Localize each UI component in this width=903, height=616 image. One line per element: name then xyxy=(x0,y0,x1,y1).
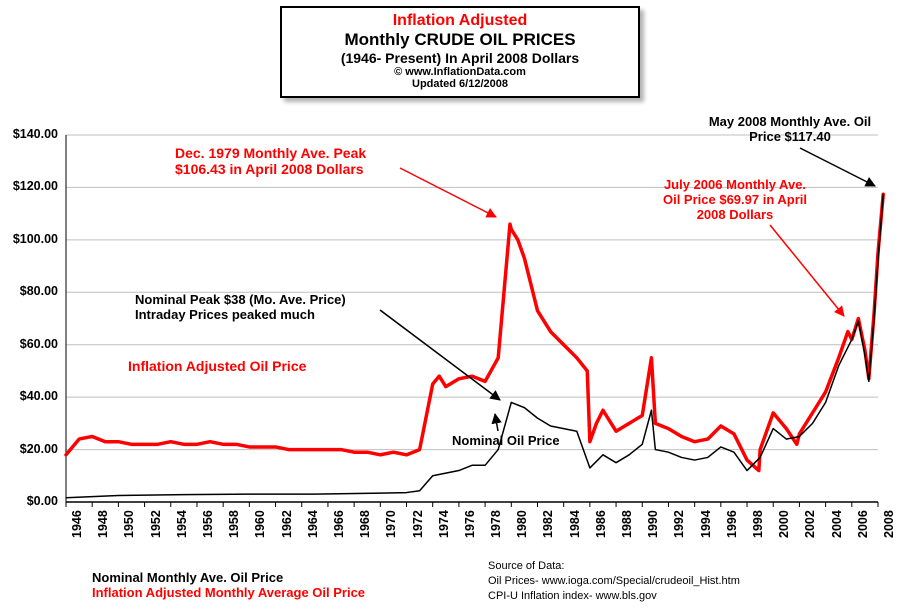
x-tick-label: 1996 xyxy=(725,510,739,538)
x-tick-label: 1954 xyxy=(175,510,189,538)
annot-inflation-label: Inflation Adjusted Oil Price xyxy=(128,358,306,374)
annot-jul2006: July 2006 Monthly Ave.Oil Price $69.97 i… xyxy=(640,178,830,223)
x-tick-label: 1976 xyxy=(463,510,477,538)
y-tick-label: $60.00 xyxy=(3,337,58,351)
x-tick-label: 1980 xyxy=(515,510,529,538)
x-tick-label: 1958 xyxy=(227,510,241,538)
annot-nominal-peak: Nominal Peak $38 (Mo. Ave. Price)Intrada… xyxy=(135,293,346,323)
x-tick-label: 1990 xyxy=(646,510,660,538)
annot-may2008: May 2008 Monthly Ave. OilPrice $117.40 xyxy=(690,115,890,145)
y-tick-label: $120.00 xyxy=(3,179,58,193)
x-tick-label: 2002 xyxy=(803,510,817,538)
x-tick-label: 1978 xyxy=(489,510,503,538)
annot-dec1979: Dec. 1979 Monthly Ave. Peak$106.43 in Ap… xyxy=(175,145,366,177)
x-tick-label: 1988 xyxy=(620,510,634,538)
source-line-2: Oil Prices- www.ioga.com/Special/crudeoi… xyxy=(488,575,740,587)
x-tick-label: 2000 xyxy=(777,510,791,538)
y-tick-label: $80.00 xyxy=(3,284,58,298)
source-line-3: CPI-U Inflation index- www.bls.gov xyxy=(488,590,657,602)
x-tick-label: 1952 xyxy=(149,510,163,538)
x-tick-label: 1998 xyxy=(751,510,765,538)
x-tick-label: 1972 xyxy=(411,510,425,538)
x-tick-label: 1970 xyxy=(384,510,398,538)
x-tick-label: 1950 xyxy=(122,510,136,538)
x-tick-label: 1960 xyxy=(253,510,267,538)
x-tick-label: 2008 xyxy=(882,510,896,538)
x-tick-label: 1946 xyxy=(70,510,84,538)
x-tick-label: 1982 xyxy=(541,510,555,538)
x-tick-label: 1948 xyxy=(96,510,110,538)
x-tick-label: 1984 xyxy=(568,510,582,538)
legend-inflation: Inflation Adjusted Monthly Average Oil P… xyxy=(92,585,365,600)
y-tick-label: $20.00 xyxy=(3,442,58,456)
y-tick-label: $140.00 xyxy=(3,127,58,141)
x-tick-label: 1986 xyxy=(594,510,608,538)
x-tick-label: 1962 xyxy=(280,510,294,538)
annot-nominal-label: Nominal Oil Price xyxy=(452,434,560,449)
x-tick-label: 1956 xyxy=(201,510,215,538)
y-tick-label: $0.00 xyxy=(3,494,58,508)
legend-nominal: Nominal Monthly Ave. Oil Price xyxy=(92,570,283,585)
x-tick-label: 1994 xyxy=(699,510,713,538)
x-tick-label: 1966 xyxy=(332,510,346,538)
x-tick-label: 1974 xyxy=(437,510,451,538)
x-tick-label: 1964 xyxy=(306,510,320,538)
x-tick-label: 1992 xyxy=(672,510,686,538)
y-tick-label: $40.00 xyxy=(3,389,58,403)
x-tick-label: 2004 xyxy=(830,510,844,538)
x-tick-label: 1968 xyxy=(358,510,372,538)
y-tick-label: $100.00 xyxy=(3,232,58,246)
source-line-1: Source of Data: xyxy=(488,560,564,572)
x-tick-label: 2006 xyxy=(856,510,870,538)
